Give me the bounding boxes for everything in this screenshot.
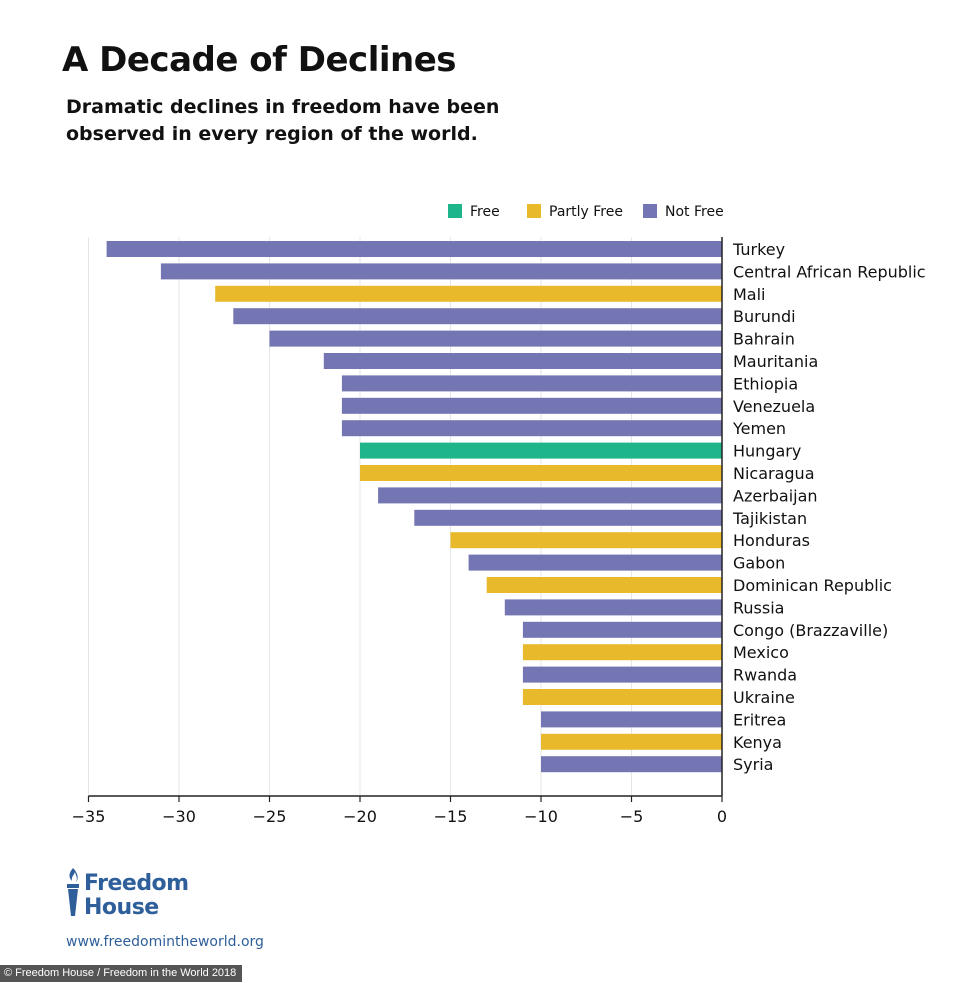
x-tick-label: −30 [162,807,196,826]
category-label: Congo (Brazzaville) [733,621,888,640]
bar-hungary [360,442,722,459]
legend-item-free: Free [448,204,500,220]
bar-mali [215,285,722,302]
bar-ukraine [522,689,722,705]
x-tick-label: −20 [343,807,377,826]
legend-swatch [448,204,462,218]
bar-congo-brazzaville- [522,621,722,638]
category-label: Mauritania [733,352,818,371]
x-tick-label: −5 [620,807,644,826]
bar-russia [504,599,722,616]
bar-nicaragua [360,465,722,481]
category-label: Russia [733,598,784,617]
category-label: Ethiopia [733,374,798,393]
category-label: Mexico [733,643,789,662]
x-axis: −35 −30 −25 −20 −15 −10 −5 0 [72,237,727,826]
x-tick-label: 0 [717,807,727,826]
legend-swatch [643,204,657,218]
legend-swatch [527,204,541,218]
category-label: Bahrain [733,330,795,349]
category-label: Dominican Republic [733,576,892,595]
bar-chart: Free Partly Free Not Free Turkey Central Af… [72,204,926,826]
bar-eritrea [541,711,722,728]
bar-yemen [341,420,722,437]
category-label: Gabon [733,554,785,573]
bar-honduras [450,532,722,549]
website-link[interactable]: www.freedomintheworld.org [66,934,264,950]
category-label: Venezuela [733,397,815,416]
category-label: Central African Republic [733,262,926,281]
image-credit: © Freedom House / Freedom in the World 2… [0,965,243,982]
bar-venezuela [341,397,722,414]
category-label: Honduras [733,531,810,550]
category-label: Eritrea [733,710,786,729]
bar-mexico [522,644,722,661]
bar-azerbaijan [378,487,722,504]
bar-kenya [541,733,722,750]
freedom-house-logo: Freedom House [64,864,264,924]
category-label: Nicaragua [733,464,815,483]
category-label: Syria [733,755,773,774]
category-labels: Turkey Central African Republic Mali Burund… [732,240,926,774]
x-tick-label: −10 [524,807,558,826]
category-label: Turkey [732,240,785,259]
bar-turkey [106,241,723,257]
legend-label: Partly Free [549,204,623,220]
bar-ethiopia [341,375,722,392]
category-label: Hungary [733,442,801,461]
category-label: Ukraine [733,688,795,707]
x-tick-label: −35 [72,807,106,826]
x-tick-label: −25 [253,807,287,826]
category-label: Yemen [732,419,786,438]
category-label: Burundi [733,307,796,326]
chart-subtitle: Dramatic declines in freedom have been o… [66,96,500,145]
bar-dominican-republic [486,577,722,593]
bar-bahrain [269,330,722,347]
torch-icon [67,868,79,916]
category-label: Rwanda [733,666,797,685]
bar-gabon [468,554,722,571]
logo-line2: House [84,895,159,920]
legend-item-partly: Partly Free [527,204,623,220]
bar-tajikistan [414,509,722,526]
x-tick-label: −15 [434,807,468,826]
chart-title: A Decade of Declines [62,40,457,80]
category-label: Tajikistan [732,509,807,528]
bar-burundi [233,308,723,325]
category-label: Kenya [733,733,782,752]
category-label: Azerbaijan [733,486,818,505]
legend-item-not: Not Free [643,204,724,220]
legend: Free Partly Free Not Free [448,204,724,220]
category-label: Mali [733,285,766,304]
bar-central-african-republic [160,263,722,280]
logo-line1: Freedom [84,871,189,896]
bars [106,241,723,773]
legend-label: Not Free [665,204,724,220]
legend-label: Free [470,204,500,220]
bar-rwanda [522,666,722,683]
bar-mauritania [323,353,722,369]
bar-syria [541,756,722,773]
